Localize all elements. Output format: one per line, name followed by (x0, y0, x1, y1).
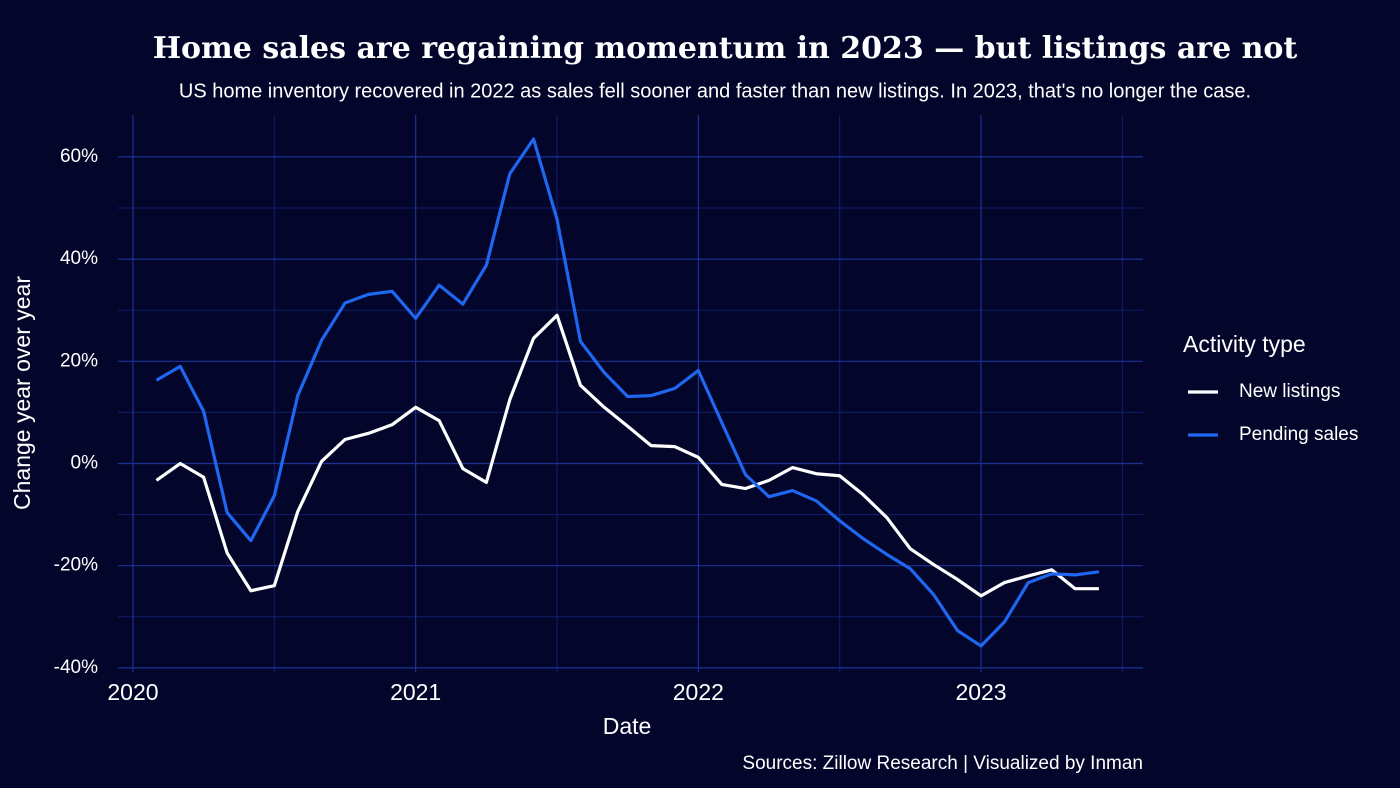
legend-title: Activity type (1183, 331, 1306, 357)
y-tick-label: 0% (71, 453, 99, 474)
y-tick-label: 60% (60, 146, 98, 167)
legend-label: Pending sales (1239, 424, 1358, 445)
x-tick-label: 2022 (673, 679, 724, 705)
data-line (155, 313, 1099, 598)
legend-label: New listings (1239, 381, 1340, 402)
x-axis-label: Date (603, 713, 652, 739)
x-tick-label: 2021 (390, 679, 441, 705)
x-tick-label: 2023 (955, 679, 1006, 705)
chart-title: Home sales are regaining momentum in 202… (153, 31, 1298, 66)
x-tick-label: 2020 (107, 679, 158, 705)
data-line (155, 137, 1100, 648)
y-tick-label: 20% (60, 350, 98, 371)
y-tick-label: -20% (54, 555, 98, 576)
caption: Sources: Zillow Research | Visualized by… (742, 753, 1143, 774)
y-tick-label: -40% (54, 657, 98, 678)
chart-subtitle: US home inventory recovered in 2022 as s… (179, 80, 1251, 102)
y-tick-label: 40% (60, 248, 98, 269)
y-axis-label: Change year over year (9, 276, 35, 510)
